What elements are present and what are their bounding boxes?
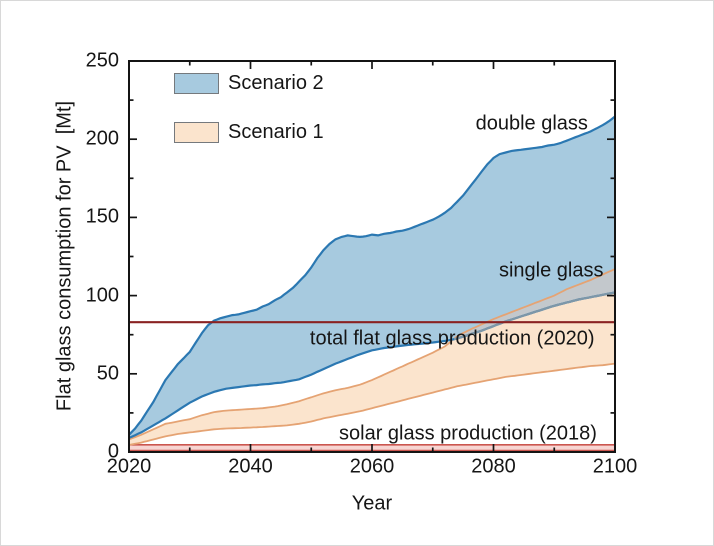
scenario2-upper-line — [128, 115, 616, 436]
x-tick-label: 2040 — [228, 455, 273, 478]
scenario1-upper-line — [128, 268, 616, 441]
legend-item-scenario2: Scenario 2 — [174, 73, 324, 94]
x-tick-label: 2080 — [471, 455, 516, 478]
scenario2-band — [129, 116, 615, 438]
y-tick-label: 200 — [85, 127, 119, 150]
scenario1-lower-line — [128, 362, 616, 446]
x-axis-title: Year — [351, 492, 393, 515]
legend-swatch-scenario2 — [174, 73, 219, 94]
x-tick-label: 2100 — [592, 455, 638, 478]
y-tick-label: 150 — [85, 205, 119, 228]
x-tick-label: 2060 — [349, 455, 395, 478]
legend-label-scenario1: Scenario 1 — [228, 121, 324, 143]
legend: Scenario 2 Scenario 1 — [174, 73, 324, 171]
single-glass-label: single glass — [498, 259, 604, 282]
x-tick-label: 2020 — [106, 455, 152, 478]
legend-label-scenario2: Scenario 2 — [228, 72, 324, 94]
total-flat-glass-production-label: total flat glass production (2020) — [309, 327, 595, 350]
scenario1-band — [129, 269, 615, 445]
y-tick-label: 0 — [107, 440, 119, 463]
legend-item-scenario1: Scenario 1 — [174, 122, 324, 143]
y-tick-label: 250 — [85, 49, 119, 72]
overlap-lower-line — [453, 291, 616, 341]
y-tick-label: 100 — [85, 284, 119, 307]
legend-swatch-scenario1 — [174, 122, 219, 143]
double-glass-label: double glass — [475, 112, 588, 135]
y-tick-label: 50 — [96, 362, 119, 385]
solar-glass-production-label: solar glass production (2018) — [339, 422, 597, 445]
